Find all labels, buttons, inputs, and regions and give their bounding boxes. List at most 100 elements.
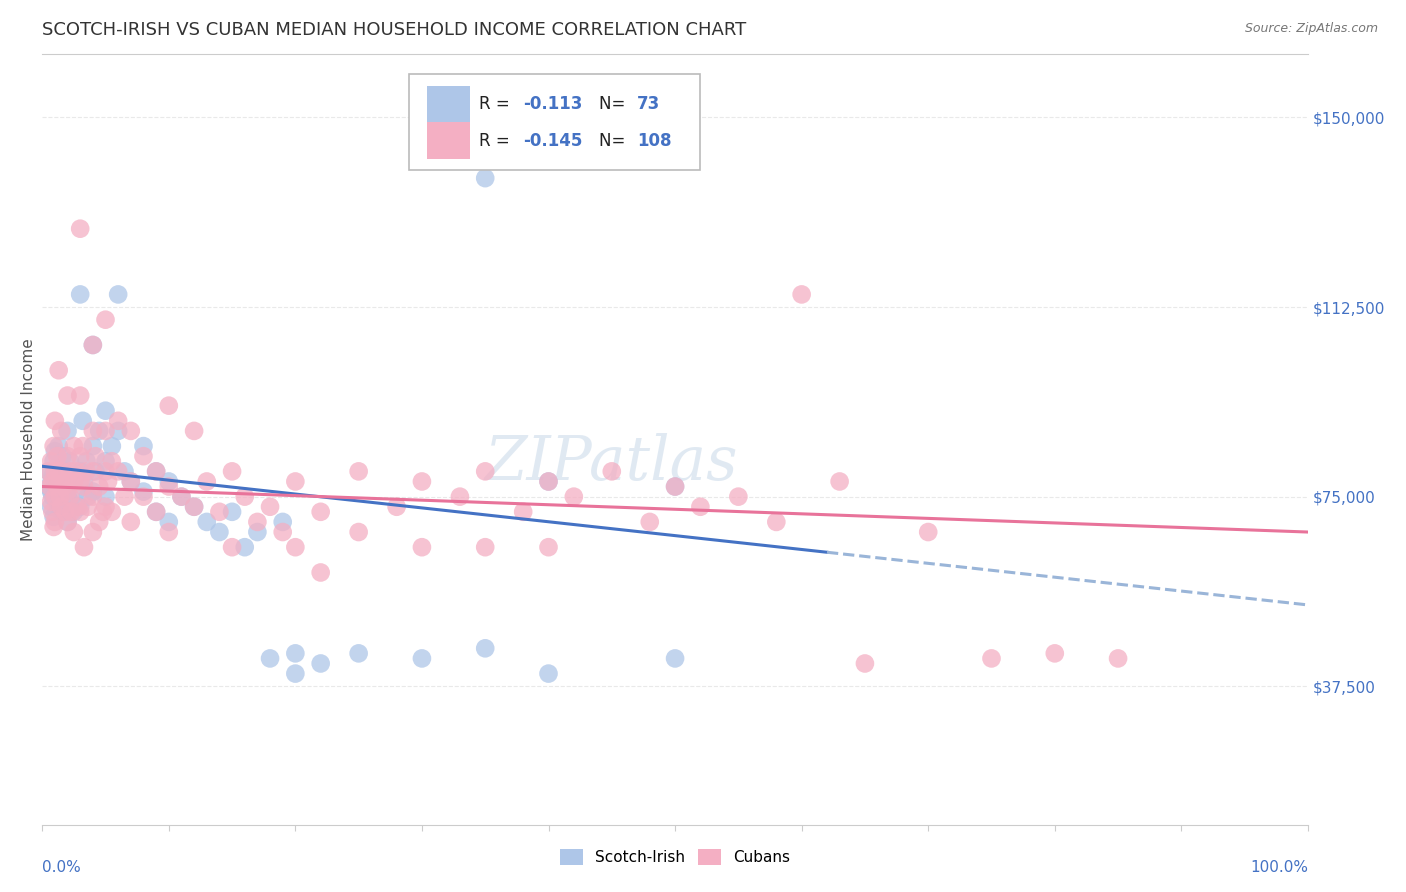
Point <box>828 475 851 489</box>
Point <box>44 475 66 489</box>
Point <box>44 444 66 458</box>
Point <box>42 509 65 524</box>
Point <box>132 490 155 504</box>
FancyBboxPatch shape <box>427 122 470 159</box>
FancyBboxPatch shape <box>427 86 470 123</box>
Point <box>82 338 104 352</box>
Point <box>132 449 155 463</box>
Point <box>145 464 167 478</box>
Point <box>183 424 205 438</box>
Point <box>42 454 65 468</box>
Point <box>449 490 471 504</box>
Point <box>39 500 62 514</box>
Point <box>69 449 91 463</box>
Point <box>1107 651 1129 665</box>
Point <box>537 540 560 554</box>
Point <box>84 449 107 463</box>
Point <box>76 500 98 514</box>
Text: Source: ZipAtlas.com: Source: ZipAtlas.com <box>1244 22 1378 36</box>
Point <box>221 464 243 478</box>
Point <box>94 454 117 468</box>
Point <box>76 490 98 504</box>
Point <box>52 484 75 499</box>
Point <box>89 424 111 438</box>
Point <box>56 424 79 438</box>
Point <box>145 505 167 519</box>
Point <box>59 454 82 468</box>
Point <box>120 424 142 438</box>
Point <box>537 666 560 681</box>
Point <box>69 500 91 514</box>
Point <box>980 651 1002 665</box>
Point <box>664 479 686 493</box>
Point <box>46 464 69 478</box>
Point <box>474 464 496 478</box>
Point <box>689 500 711 514</box>
Point <box>48 363 70 377</box>
Point <box>512 505 534 519</box>
Point <box>94 464 117 478</box>
Text: -0.113: -0.113 <box>523 95 582 113</box>
Point <box>94 424 117 438</box>
Point <box>69 388 91 402</box>
Point <box>59 464 82 478</box>
Point <box>82 439 104 453</box>
Point <box>347 524 370 539</box>
Point <box>52 479 75 493</box>
Point <box>284 666 307 681</box>
Point <box>39 454 62 468</box>
Point <box>208 505 231 519</box>
Point <box>38 464 60 478</box>
Point <box>727 490 749 504</box>
Point <box>347 464 370 478</box>
Point <box>44 490 66 504</box>
Point <box>94 500 117 514</box>
Point <box>101 439 124 453</box>
Point <box>89 479 111 493</box>
Point <box>537 475 560 489</box>
FancyBboxPatch shape <box>409 73 700 169</box>
Point <box>82 338 104 352</box>
Point <box>56 515 79 529</box>
Point <box>63 524 86 539</box>
Point <box>44 414 66 428</box>
Point <box>664 651 686 665</box>
Point <box>73 475 96 489</box>
Point <box>69 464 91 478</box>
Point <box>411 651 433 665</box>
Point <box>44 464 66 478</box>
Point <box>385 500 408 514</box>
Point <box>284 646 307 660</box>
Point <box>114 490 136 504</box>
Point <box>66 500 89 514</box>
Point <box>765 515 787 529</box>
Point <box>69 221 91 235</box>
Text: N=: N= <box>599 95 631 113</box>
Point <box>63 475 86 489</box>
Point <box>55 475 77 489</box>
Text: R =: R = <box>479 95 515 113</box>
Point <box>72 414 94 428</box>
Point <box>91 505 114 519</box>
Point <box>48 464 70 478</box>
Point <box>195 475 218 489</box>
Point <box>46 479 69 493</box>
Point <box>474 540 496 554</box>
Point <box>246 524 269 539</box>
Point <box>82 524 104 539</box>
Point <box>94 403 117 417</box>
Point <box>562 490 585 504</box>
Point <box>101 505 124 519</box>
Point <box>53 464 76 478</box>
Point <box>221 540 243 554</box>
Point <box>411 475 433 489</box>
Point <box>76 454 98 468</box>
Point <box>51 464 73 478</box>
Point <box>38 479 60 493</box>
Point <box>411 540 433 554</box>
Point <box>41 490 63 504</box>
Point <box>195 515 218 529</box>
Point <box>73 479 96 493</box>
Text: 73: 73 <box>637 95 661 113</box>
Point <box>59 494 82 508</box>
